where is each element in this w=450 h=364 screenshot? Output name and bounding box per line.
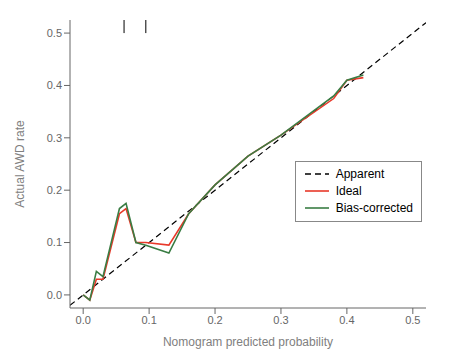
svg-text:0.0: 0.0 xyxy=(76,314,91,326)
html-text:Ideal: Ideal xyxy=(335,183,362,198)
svg-text:0.2: 0.2 xyxy=(207,314,222,326)
svg-text:0.4: 0.4 xyxy=(339,314,354,326)
html-text:Apparent: Apparent xyxy=(335,166,385,181)
svg-text:0.4: 0.4 xyxy=(47,79,62,91)
svg-text:0.0: 0.0 xyxy=(47,289,62,301)
svg-text:0.2: 0.2 xyxy=(47,184,62,196)
svg-text:0.5: 0.5 xyxy=(405,314,420,326)
svg-text:Nomogram predicted probability: Nomogram predicted probability xyxy=(163,335,333,349)
svg-text:0.5: 0.5 xyxy=(47,27,62,39)
svg-text:0.3: 0.3 xyxy=(273,314,288,326)
svg-text:0.3: 0.3 xyxy=(47,132,62,144)
svg-text:Actual AWD rate: Actual AWD rate xyxy=(13,120,27,208)
svg-text:0.1: 0.1 xyxy=(141,314,156,326)
svg-text:0.1: 0.1 xyxy=(47,236,62,248)
html-text:Bias-corrected: Bias-corrected xyxy=(335,200,413,215)
